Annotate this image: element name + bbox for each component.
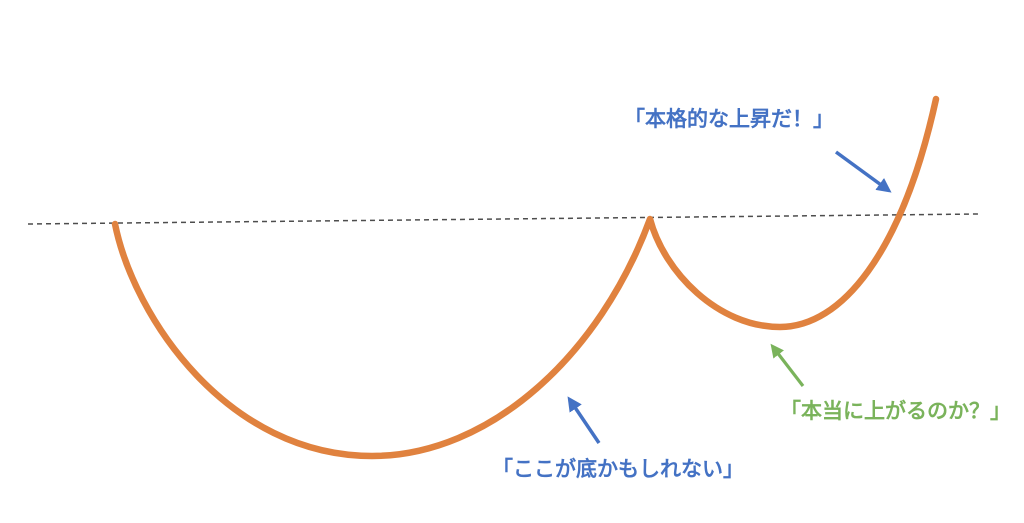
arrow-to-second-bottom <box>770 343 805 387</box>
annotation-first-bottom: 「ここが底かもしれない」 <box>492 458 744 481</box>
arrow-to-breakout <box>834 150 892 193</box>
reference-dashed-line <box>27 213 979 225</box>
annotation-breakout: 「本格的な上昇だ！」 <box>624 108 834 131</box>
annotation-second-bottom: 「本当に上がるのか？」 <box>780 400 1011 423</box>
price-curve <box>111 95 940 460</box>
arrow-to-first-bottom <box>567 396 601 444</box>
